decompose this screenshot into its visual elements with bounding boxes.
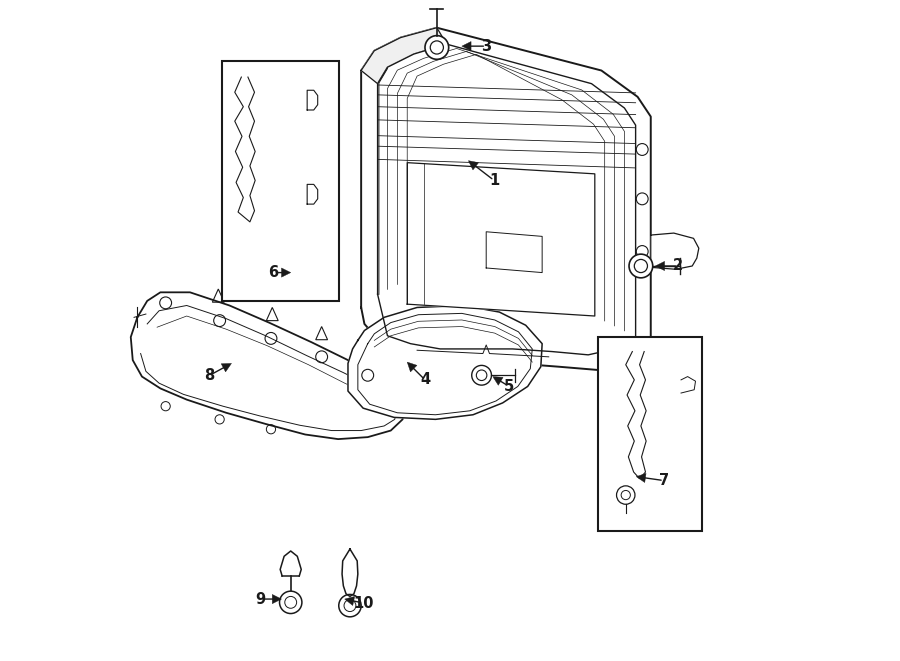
Bar [598,337,702,531]
Circle shape [629,254,652,278]
Bar [221,61,338,301]
Polygon shape [273,594,282,603]
Polygon shape [345,596,355,605]
Text: 10: 10 [353,596,374,611]
Polygon shape [636,473,646,483]
Polygon shape [282,268,291,277]
Polygon shape [361,28,651,370]
Polygon shape [221,364,231,372]
Polygon shape [407,362,417,372]
Text: 3: 3 [482,38,491,54]
Polygon shape [407,163,595,316]
Polygon shape [361,28,446,84]
Circle shape [616,486,635,504]
Circle shape [472,366,491,385]
Text: 8: 8 [204,368,215,383]
Polygon shape [378,44,635,355]
Circle shape [280,591,302,613]
Circle shape [338,594,361,617]
Polygon shape [348,305,542,419]
Text: 2: 2 [673,258,683,274]
Text: 4: 4 [420,372,430,387]
Text: 7: 7 [659,473,669,488]
Text: 9: 9 [256,592,266,607]
Polygon shape [651,233,698,269]
Polygon shape [655,261,664,270]
Polygon shape [342,549,358,596]
Polygon shape [468,161,479,170]
Polygon shape [493,377,503,385]
Circle shape [425,36,449,59]
Polygon shape [130,292,405,439]
Text: 5: 5 [504,379,515,394]
Text: 1: 1 [489,173,500,188]
Text: 6: 6 [268,265,279,280]
Polygon shape [462,42,471,51]
